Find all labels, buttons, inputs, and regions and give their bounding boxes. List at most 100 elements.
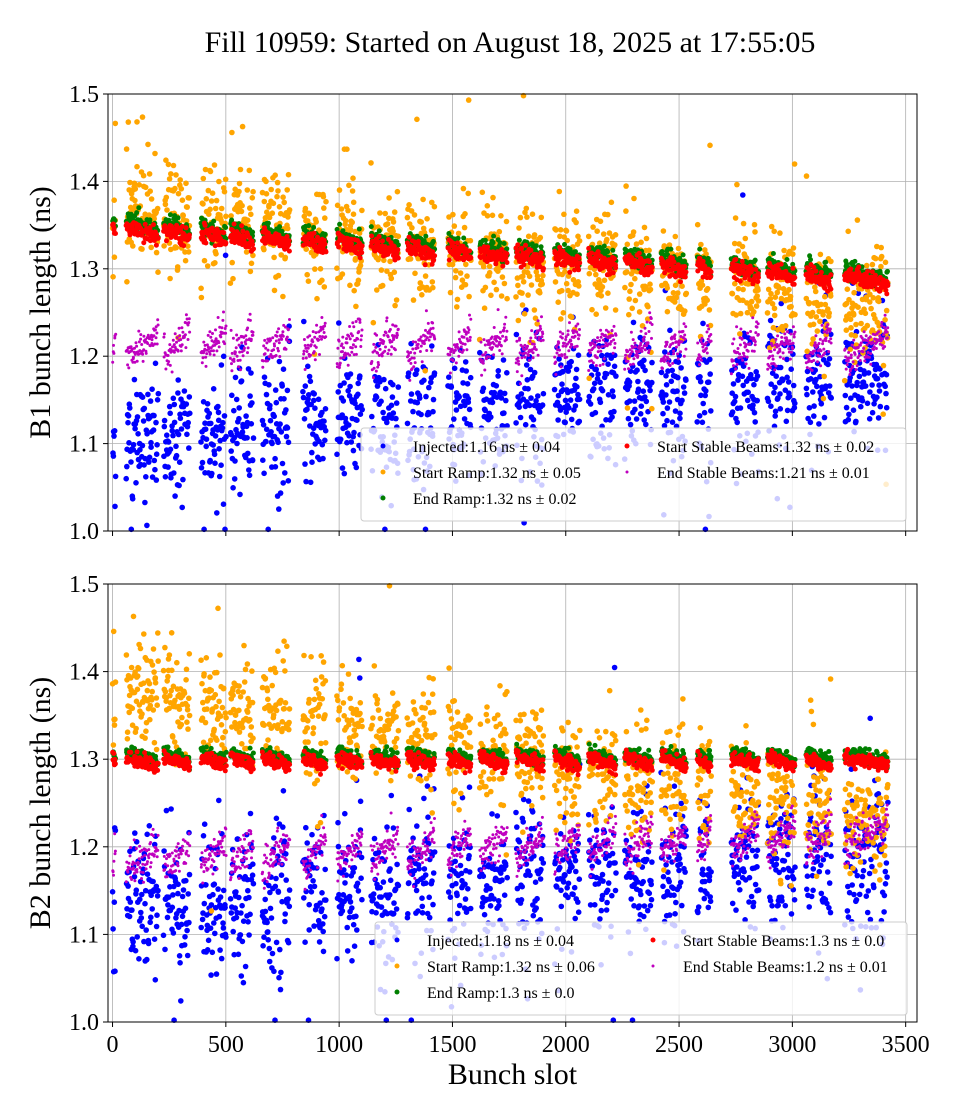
data-point-start-ramp bbox=[531, 232, 538, 238]
data-point-injected bbox=[591, 380, 598, 387]
data-point-start-ramp bbox=[112, 120, 119, 127]
data-point-start-ramp bbox=[359, 207, 365, 214]
data-point-start-ramp bbox=[319, 277, 325, 284]
y-tick-label: 1.5 bbox=[69, 82, 99, 108]
data-point-injected bbox=[642, 394, 648, 400]
data-point-injected bbox=[560, 368, 566, 375]
data-point-injected bbox=[144, 522, 150, 529]
data-point-start-ramp bbox=[574, 291, 580, 298]
data-point-start-ramp bbox=[481, 305, 488, 312]
data-point-injected bbox=[176, 482, 182, 489]
data-point-injected bbox=[530, 416, 537, 423]
data-point-start-stable-beams bbox=[538, 250, 544, 256]
data-point-injected bbox=[280, 366, 287, 373]
data-point-injected bbox=[751, 381, 757, 388]
data-point-start-ramp bbox=[272, 172, 279, 178]
data-point-start-stable-beams bbox=[856, 264, 862, 270]
data-point-start-ramp bbox=[788, 303, 794, 310]
data-point-injected bbox=[355, 391, 361, 398]
data-point-injected bbox=[540, 390, 547, 397]
data-point-start-ramp bbox=[223, 213, 229, 220]
data-point-injected bbox=[261, 374, 268, 381]
data-point-start-ramp bbox=[312, 266, 318, 272]
data-point-start-ramp bbox=[883, 307, 890, 314]
data-point-start-ramp bbox=[817, 251, 824, 258]
data-point-start-ramp bbox=[173, 244, 180, 251]
data-point-injected bbox=[576, 418, 583, 425]
data-point-start-ramp bbox=[602, 305, 609, 311]
data-point-injected bbox=[750, 402, 756, 408]
data-point-start-stable-beams bbox=[647, 259, 652, 265]
data-point-injected bbox=[526, 402, 533, 409]
data-point-start-ramp bbox=[744, 309, 751, 316]
data-point-injected bbox=[218, 462, 224, 469]
data-point-end-ramp bbox=[516, 237, 522, 243]
data-point-start-ramp bbox=[155, 269, 161, 276]
data-point-injected bbox=[222, 252, 229, 259]
data-point-start-ramp bbox=[263, 191, 270, 197]
data-point-start-stable-beams bbox=[813, 268, 819, 274]
data-point-start-ramp bbox=[172, 185, 178, 192]
data-point-start-ramp bbox=[198, 294, 205, 301]
data-point-start-ramp bbox=[524, 214, 530, 220]
data-point-injected bbox=[149, 386, 155, 393]
data-point-start-ramp bbox=[394, 188, 401, 195]
data-point-injected bbox=[272, 455, 278, 462]
data-point-injected bbox=[243, 413, 249, 419]
data-point-injected bbox=[426, 411, 432, 417]
data-point-injected bbox=[282, 470, 288, 476]
data-point-start-ramp bbox=[664, 285, 670, 291]
data-point-start-ramp bbox=[632, 275, 638, 282]
data-point-start-ramp bbox=[742, 235, 749, 242]
data-point-injected bbox=[170, 395, 177, 402]
data-point-start-ramp bbox=[585, 233, 592, 240]
data-point-injected bbox=[133, 480, 139, 486]
data-point-start-ramp bbox=[647, 281, 653, 288]
data-point-start-ramp bbox=[593, 271, 599, 278]
data-point-start-ramp bbox=[460, 185, 467, 192]
data-point-injected bbox=[669, 367, 675, 374]
data-point-injected bbox=[575, 391, 581, 398]
data-point-injected bbox=[212, 460, 218, 467]
data-point-injected bbox=[315, 396, 322, 403]
data-point-start-ramp bbox=[198, 285, 204, 292]
data-point-start-stable-beams bbox=[613, 265, 619, 271]
data-point-start-ramp bbox=[230, 275, 236, 282]
data-point-start-stable-beams bbox=[611, 256, 617, 262]
data-point-injected bbox=[309, 459, 315, 466]
data-point-start-ramp bbox=[207, 168, 214, 175]
data-point-start-ramp bbox=[431, 203, 438, 210]
data-point-start-ramp bbox=[737, 310, 744, 317]
data-point-start-ramp bbox=[323, 198, 329, 205]
data-point-start-ramp bbox=[525, 292, 531, 298]
data-point-start-ramp bbox=[623, 183, 629, 189]
data-point-start-ramp bbox=[462, 281, 469, 288]
data-point-start-stable-beams bbox=[504, 260, 510, 265]
data-point-injected bbox=[464, 381, 471, 387]
data-point-start-ramp bbox=[557, 227, 564, 233]
data-point-injected bbox=[244, 435, 250, 441]
data-point-injected bbox=[498, 395, 505, 401]
data-point-injected bbox=[811, 403, 817, 409]
data-point-injected bbox=[175, 431, 182, 438]
data-point-start-ramp bbox=[454, 304, 460, 310]
data-point-start-ramp bbox=[132, 197, 138, 204]
data-point-injected bbox=[662, 349, 668, 355]
data-point-start-ramp bbox=[280, 194, 286, 200]
data-point-injected bbox=[236, 405, 242, 411]
data-point-injected bbox=[278, 429, 285, 435]
data-point-injected bbox=[312, 405, 318, 412]
data-point-injected bbox=[876, 388, 883, 394]
data-point-injected bbox=[643, 421, 649, 428]
data-point-injected bbox=[680, 384, 687, 390]
data-point-injected bbox=[151, 457, 158, 464]
data-point-injected bbox=[148, 444, 154, 451]
data-point-injected bbox=[649, 359, 655, 366]
data-point-start-ramp bbox=[351, 287, 358, 294]
data-point-end-ramp bbox=[337, 221, 343, 227]
data-point-injected bbox=[568, 358, 574, 365]
data-point-start-ramp bbox=[675, 245, 682, 252]
data-point-start-stable-beams bbox=[223, 240, 229, 246]
data-point-start-ramp bbox=[216, 178, 222, 185]
data-point-start-stable-beams bbox=[311, 230, 317, 236]
